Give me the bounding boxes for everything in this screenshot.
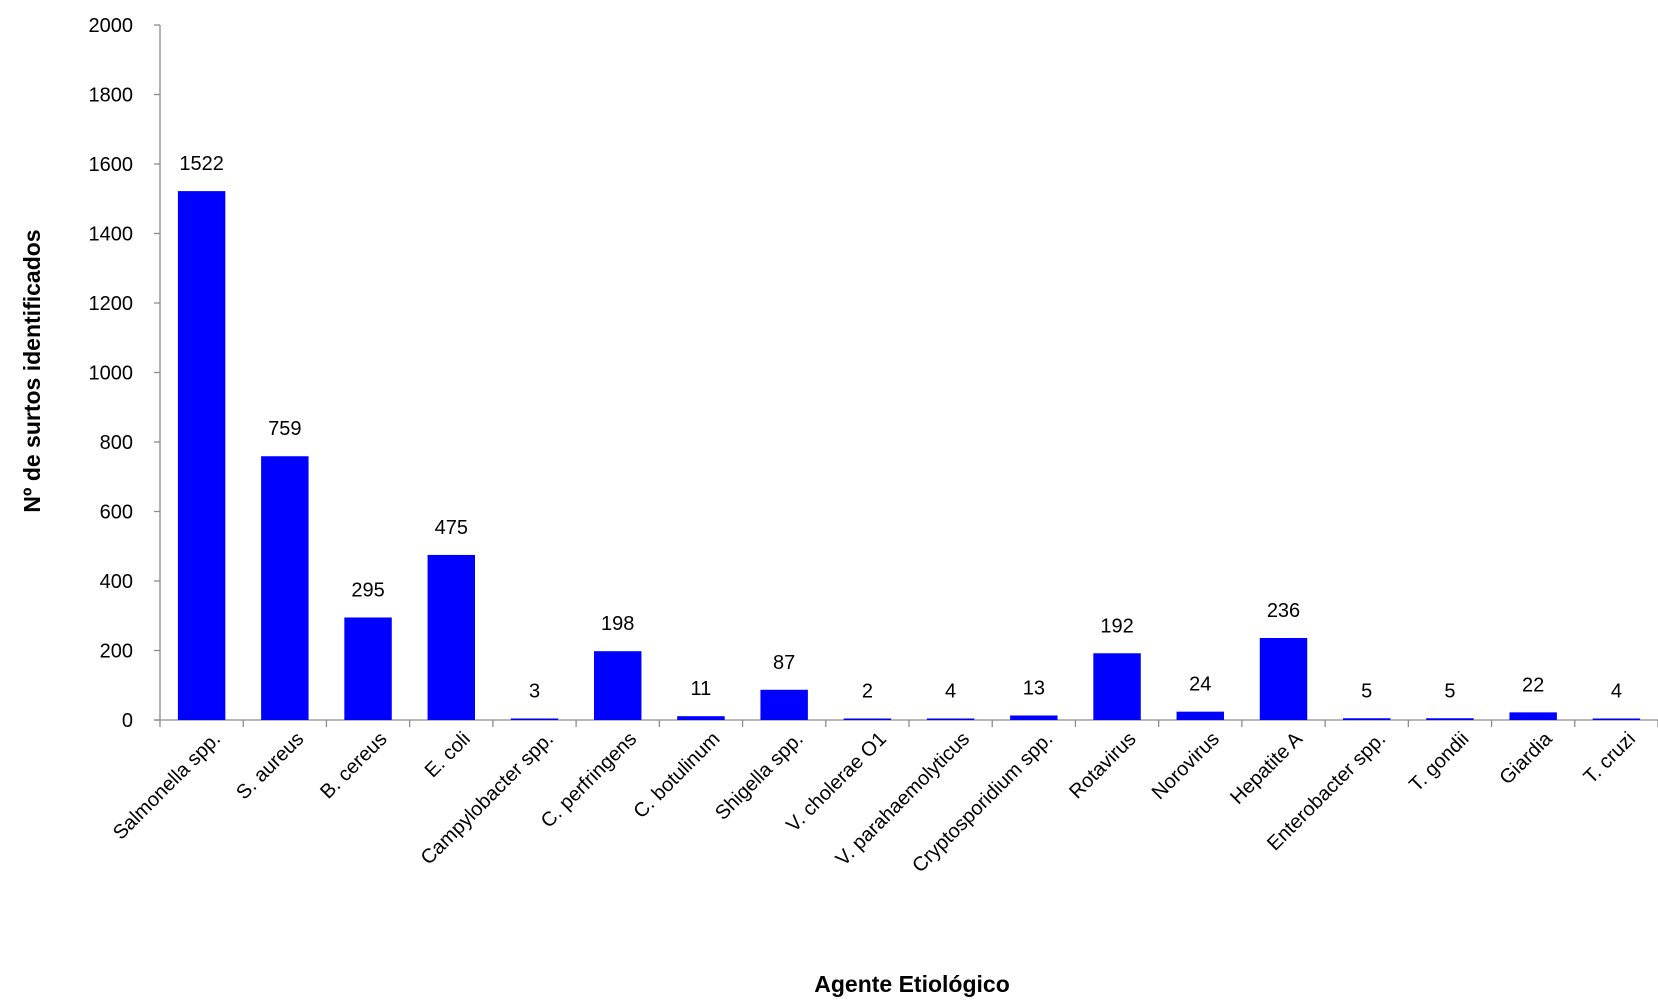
data-label: 236	[1267, 600, 1300, 622]
x-tick-label: T. gondii	[1405, 728, 1473, 796]
data-label: 24	[1189, 674, 1211, 696]
bar	[1176, 711, 1224, 720]
y-tick-label: 1800	[89, 85, 134, 107]
y-axis: 0 200 400 600 800 1000 1200 1400 1600 1800 2000	[89, 15, 161, 732]
bar	[760, 689, 808, 720]
bar	[1093, 653, 1141, 720]
x-tick-label: Cryptosporidium spp.	[908, 728, 1057, 877]
x-tick-label: Rotavirus	[1065, 728, 1140, 803]
x-tick-label: Salmonella spp.	[109, 728, 225, 844]
data-label: 192	[1100, 615, 1133, 637]
x-axis-title: Agente Etiológico	[814, 971, 1010, 997]
y-tick-label: 2000	[89, 15, 134, 37]
data-label: 4	[1611, 681, 1622, 703]
bar	[1426, 718, 1474, 720]
data-label: 2	[862, 681, 873, 703]
data-label: 4	[945, 681, 956, 703]
bar	[427, 554, 475, 720]
data-label: 87	[773, 652, 795, 674]
bar	[261, 456, 309, 720]
bar	[1259, 637, 1308, 720]
data-label: 22	[1522, 674, 1544, 696]
bar	[177, 191, 226, 721]
bar	[926, 718, 975, 720]
y-tick-label: 400	[100, 571, 133, 593]
data-label: 11	[691, 678, 712, 700]
y-tick-label: 1400	[89, 224, 134, 246]
bar	[677, 716, 725, 720]
bar	[1010, 715, 1058, 720]
bar	[1343, 718, 1391, 720]
bar	[510, 718, 559, 720]
x-axis	[154, 719, 1658, 727]
x-tick-label: Hepatite A	[1226, 728, 1307, 809]
data-label: 475	[435, 517, 468, 539]
x-tick-group	[159, 720, 1658, 727]
bar	[1509, 712, 1557, 720]
data-label: 13	[1023, 677, 1045, 699]
data-label: 759	[268, 418, 301, 440]
y-tick-label: 200	[100, 641, 133, 663]
data-label: 3	[529, 681, 540, 703]
y-tick-group: 0 200 400 600 800 1000 1200 1400 1600 1800 2000	[89, 15, 160, 732]
y-tick-label: 1000	[89, 363, 134, 385]
y-axis-title: Nº de surtos identificados	[19, 229, 45, 512]
x-tick-label: B. cereus	[316, 728, 391, 803]
x-tick-label: T. cruzi	[1580, 728, 1640, 788]
data-label: 295	[351, 579, 384, 601]
bar	[594, 651, 642, 720]
y-tick-label: 600	[100, 502, 133, 524]
bar	[843, 718, 892, 720]
x-tick-label: E. coli	[421, 728, 475, 782]
y-tick-label: 1200	[89, 293, 134, 315]
bar	[344, 617, 392, 720]
bar	[1592, 718, 1641, 720]
y-tick-label: 800	[100, 432, 133, 454]
x-tick-label: S. aureus	[232, 728, 308, 804]
data-label: 5	[1361, 680, 1372, 702]
y-tick-label: 1600	[89, 154, 134, 176]
data-label: 198	[601, 613, 634, 635]
y-tick-label: 0	[122, 710, 133, 732]
x-tick-label: Giardia	[1496, 727, 1558, 789]
x-tick-label: Norovirus	[1148, 728, 1224, 804]
bar-group	[177, 191, 1641, 721]
x-label-group: Salmonella spp. S. aureus B. cereus E. coli…	[109, 727, 1640, 877]
data-label: 1522	[179, 153, 224, 175]
data-label: 5	[1444, 680, 1455, 702]
